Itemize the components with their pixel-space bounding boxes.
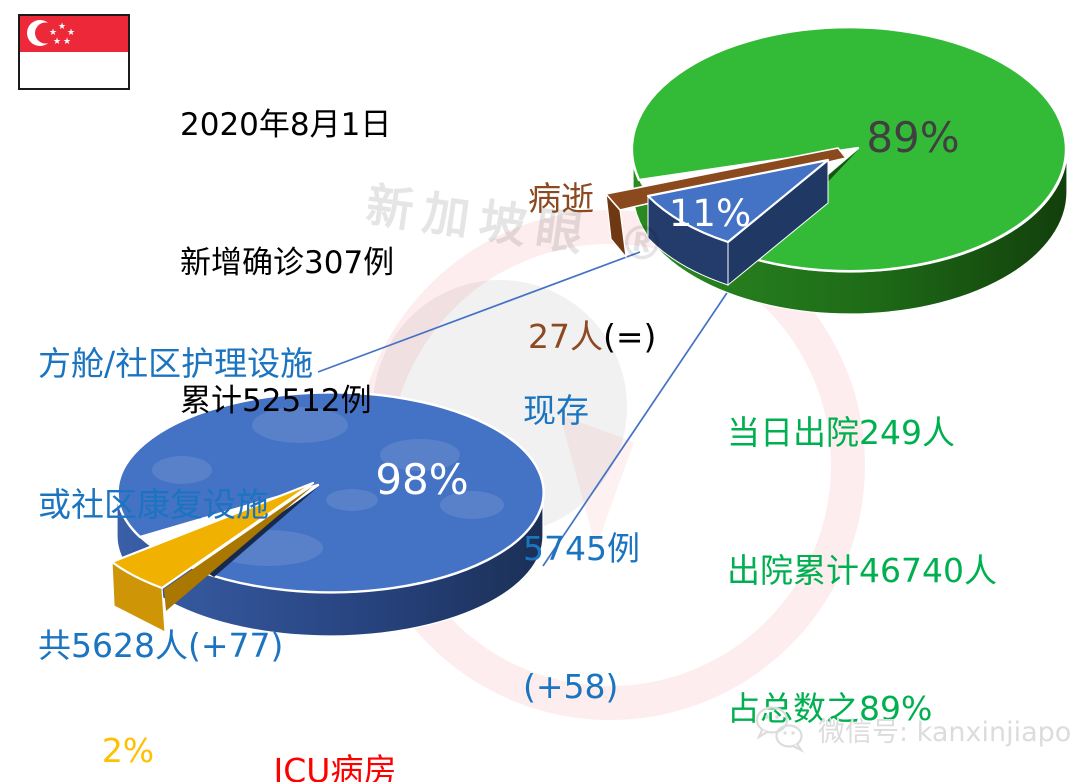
title-total-cases: 累计52512例: [180, 383, 372, 419]
deceased-annotation: 病逝 27人(=): [528, 84, 656, 452]
non-icu-annotation: 2% 非ICU病房 117人 (-19): [16, 638, 240, 782]
svg-text:★: ★: [49, 28, 57, 38]
icu-title: ICU病房: [273, 751, 397, 782]
community-pct-label: 98%: [375, 455, 468, 504]
title-date: 2020年8月1日: [180, 107, 392, 143]
wechat-id-text: 微信号: kanxinjiapo: [818, 716, 1072, 748]
community-value: 共5628人(+77): [38, 626, 284, 665]
svg-text:★: ★: [63, 37, 71, 47]
flag-stars: ★ ★ ★ ★ ★: [49, 22, 75, 47]
deceased-title: 病逝: [528, 179, 594, 218]
active-pct-label: 11%: [669, 192, 751, 235]
lower-pie-active-breakdown: 98%: [110, 391, 545, 637]
active-delta: (+58): [523, 667, 619, 706]
connector-line-community: [317, 251, 641, 373]
svg-text:★: ★: [58, 22, 66, 32]
svg-text:★: ★: [67, 28, 75, 38]
discharged-pct-label: 89%: [866, 113, 959, 162]
active-annotation: 现存 5745例 (+58): [523, 296, 640, 782]
icu-annotation: ICU病房 0人(=): [240, 656, 430, 782]
deceased-value-line: 27人(=): [528, 317, 657, 356]
community-line1: 方舱/社区护理设施: [38, 344, 314, 383]
discharged-slice: [630, 26, 1068, 273]
discharged-share: 占总数之89%: [727, 689, 933, 728]
wechat-icon: [755, 706, 805, 753]
active-title: 现存: [523, 391, 589, 430]
active-value: 5745例: [523, 529, 640, 568]
title-new-cases: 新增确诊307例: [180, 245, 395, 281]
non-icu-pct: 2%: [101, 731, 155, 770]
connector-lines: [317, 251, 738, 567]
svg-text:★: ★: [53, 37, 61, 47]
wechat-watermark: 微信号: kanxinjiapo: [752, 702, 1071, 756]
nonicu-slice-edge-face: [164, 486, 313, 611]
discharged-total: 出院累计46740人: [727, 551, 997, 590]
nonicu-slice: [110, 481, 315, 590]
discharged-today: 当日出院249人: [727, 413, 955, 452]
community-annotation: 方舱/社区护理设施 或社区康复设施 共5628人(+77): [38, 246, 313, 763]
singapore-flag: ★ ★ ★ ★ ★: [18, 14, 130, 90]
page-title: 2020年8月1日 新增确诊307例 累计52512例: [180, 10, 394, 516]
connector-line-active-breakdown: [542, 277, 738, 567]
community-slice: [116, 391, 545, 594]
upper-pie-total-cases: 89% 11%: [604, 26, 1068, 315]
active-slice: [646, 158, 830, 244]
community-line2: 或社区康复设施: [38, 485, 269, 524]
discharged-annotation: 当日出院249人 出院累计46740人 占总数之89%: [727, 318, 997, 782]
